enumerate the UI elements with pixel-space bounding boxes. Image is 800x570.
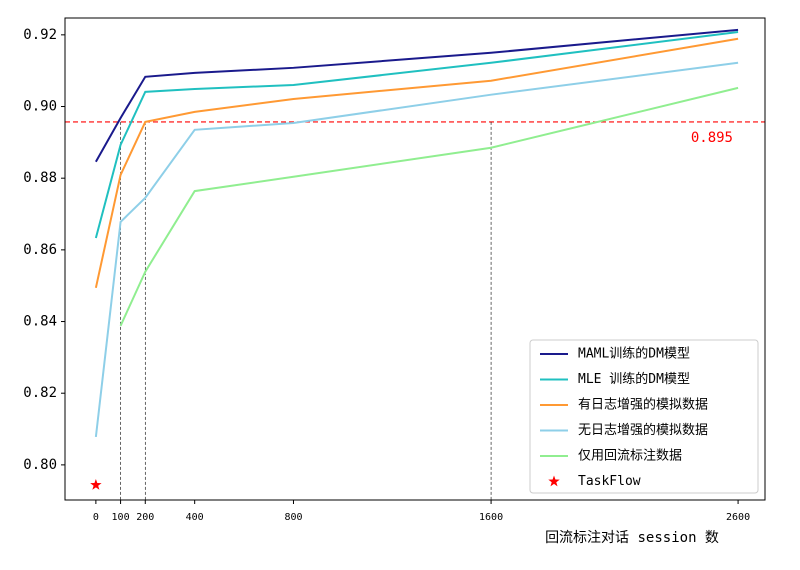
- x-tick-label: 0: [93, 512, 99, 523]
- y-tick-label: 0.80: [23, 457, 57, 473]
- legend-label: MAML训练的DM模型: [578, 346, 690, 362]
- y-tick-label: 0.86: [23, 242, 57, 258]
- legend-marker: [548, 475, 560, 487]
- legend-label: 仅用回流标注数据: [578, 449, 682, 464]
- y-tick-label: 0.92: [23, 27, 57, 43]
- x-tick-label: 100: [112, 512, 130, 523]
- x-tick-label: 200: [136, 512, 154, 523]
- plot-frame: [64, 17, 766, 501]
- legend-label: 无日志增强的模拟数据: [578, 422, 708, 438]
- series-line: [94, 61, 739, 438]
- y-tick-label: 0.90: [23, 99, 57, 115]
- series-line: [94, 37, 739, 289]
- series-line: [94, 30, 739, 239]
- y-tick-label: 0.88: [23, 170, 57, 186]
- x-tick-label: 2600: [726, 512, 750, 523]
- x-axis-label: 回流标注对话 session 数: [545, 530, 719, 546]
- series-line: [95, 28, 739, 163]
- series-line: [119, 86, 739, 327]
- legend-label: 有日志增强的模拟数据: [578, 397, 708, 413]
- legend-label: MLE 训练的DM模型: [578, 371, 690, 387]
- marker-point: [90, 478, 102, 490]
- x-tick-label: 1600: [479, 512, 503, 523]
- x-tick-label: 400: [186, 512, 204, 523]
- x-tick-label: 800: [284, 512, 302, 523]
- reference-label: 0.895: [691, 130, 733, 146]
- y-tick-label: 0.84: [23, 314, 57, 330]
- legend-box: [529, 339, 759, 494]
- legend-label: TaskFlow: [578, 474, 641, 489]
- y-tick-label: 0.82: [23, 385, 57, 401]
